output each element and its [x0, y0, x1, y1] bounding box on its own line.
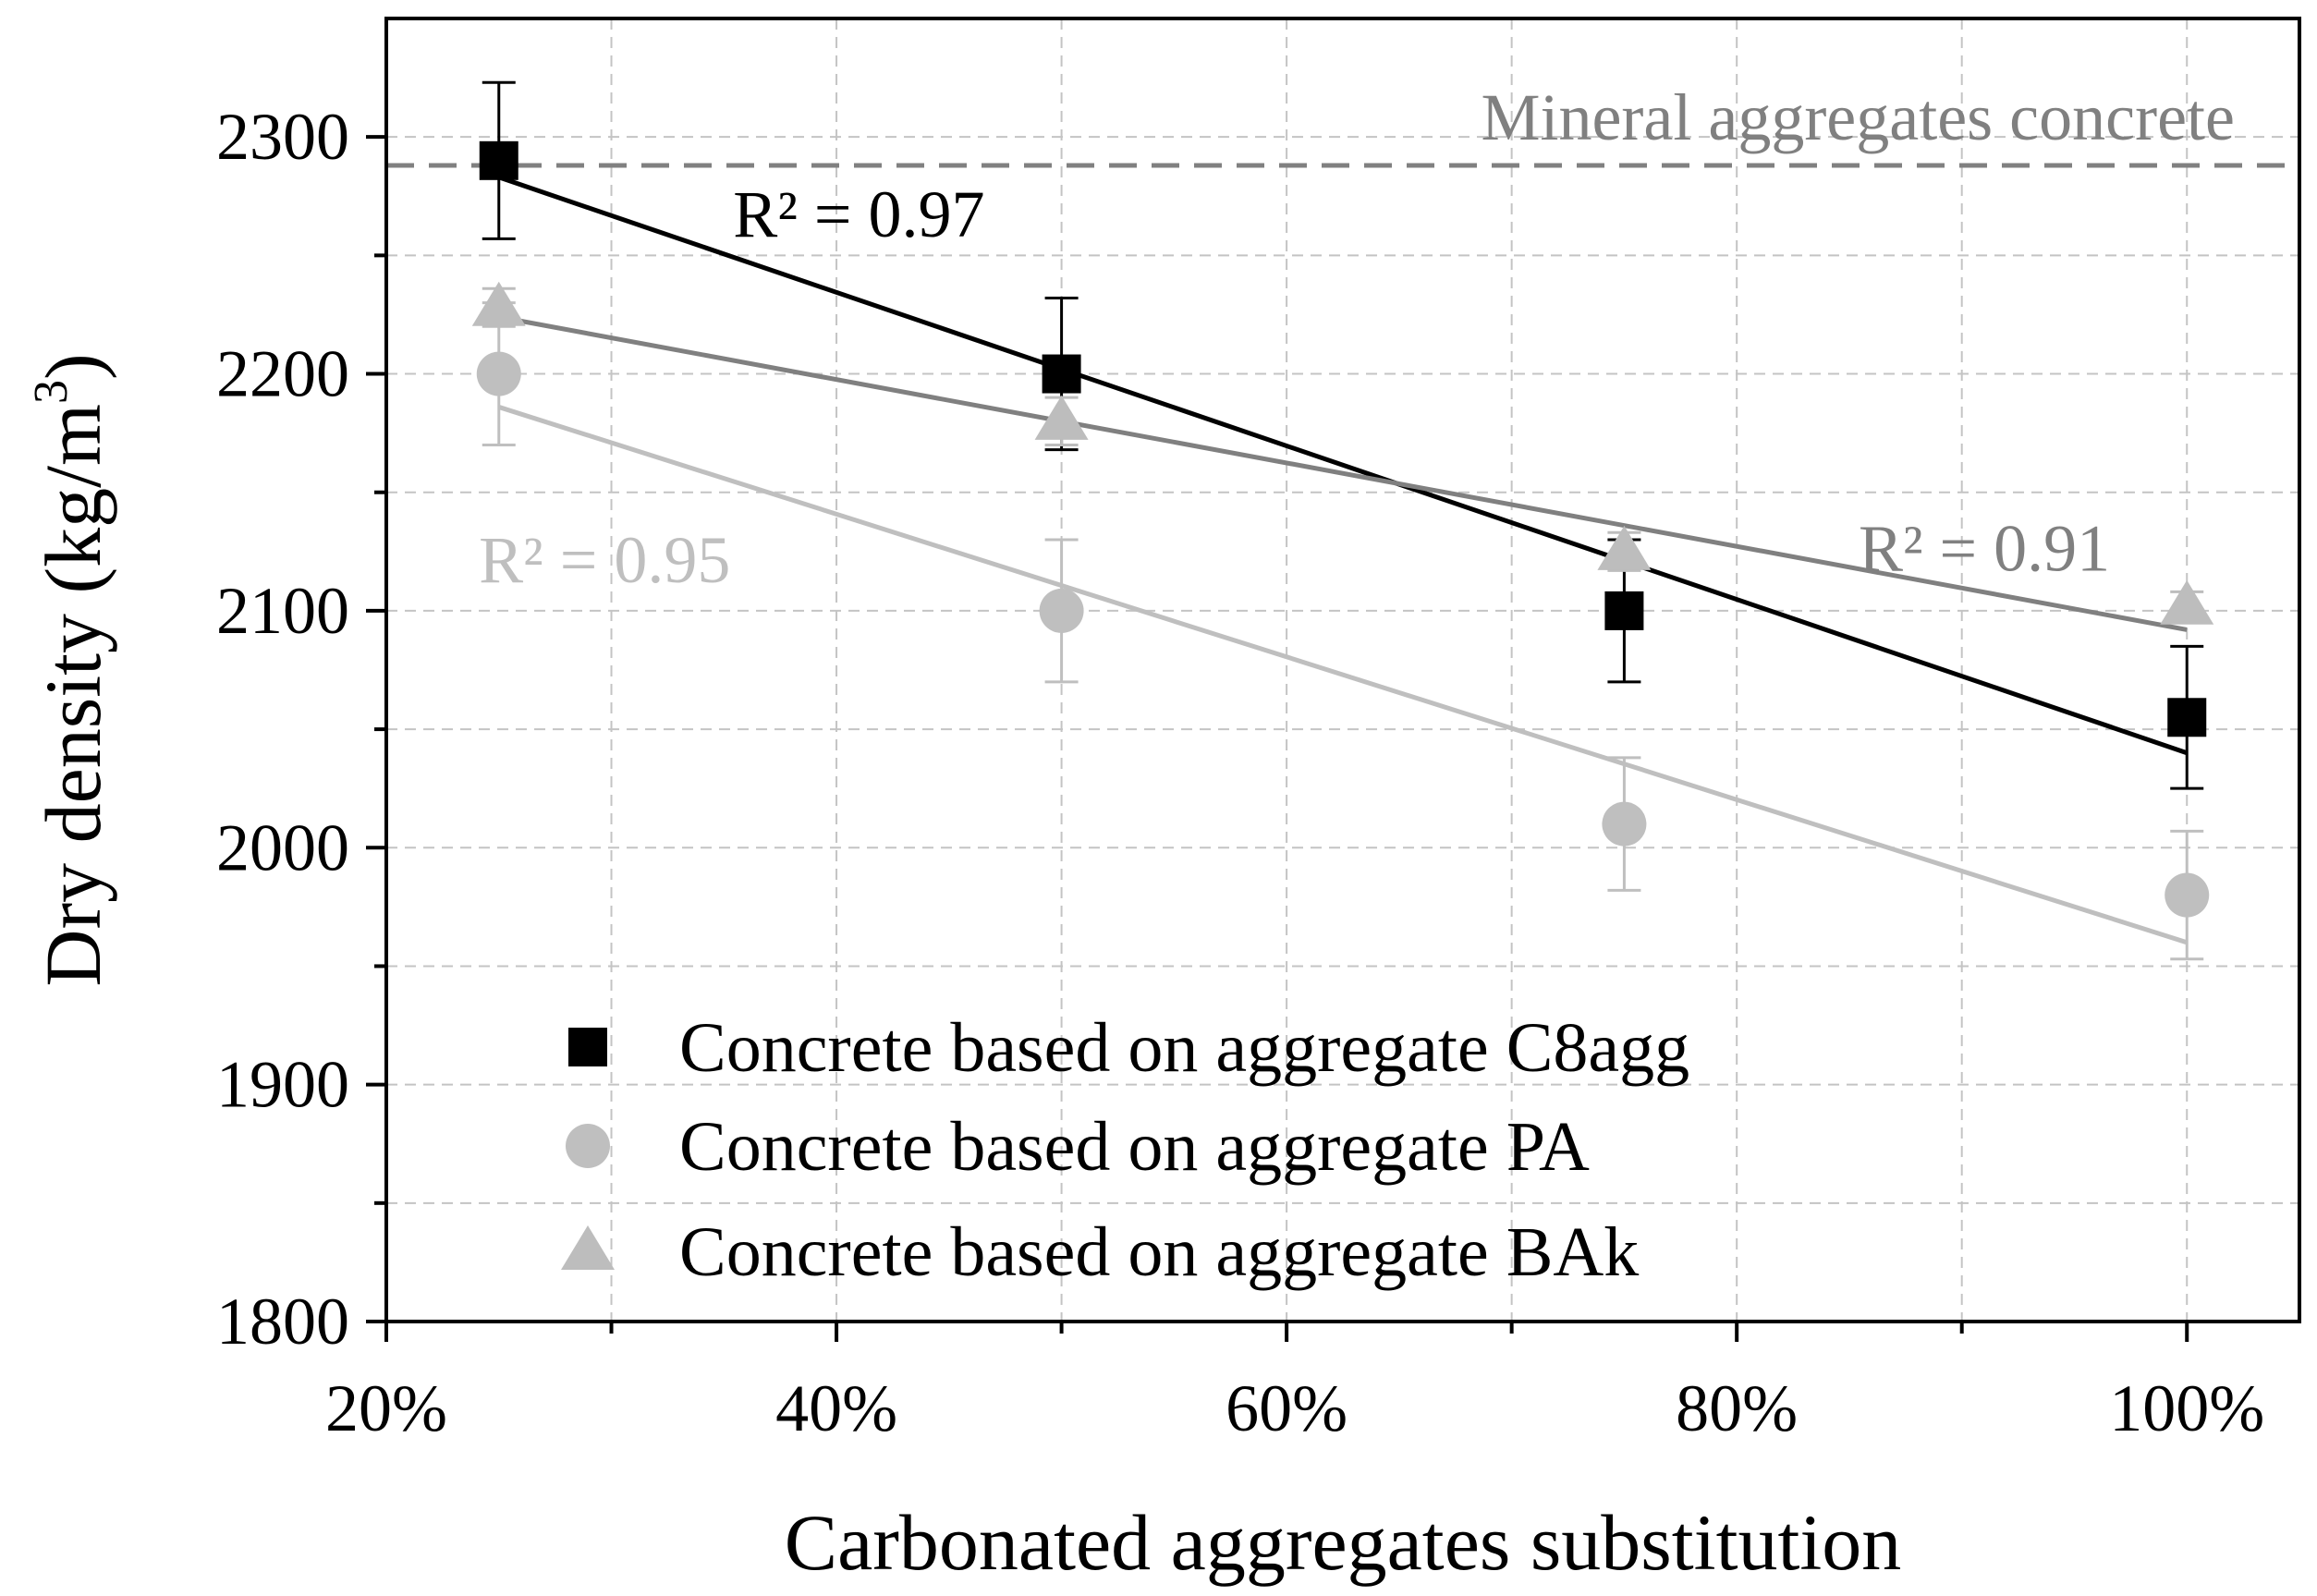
data-point-series-3 — [1034, 395, 1089, 440]
legend-marker-series-1 — [568, 1028, 607, 1066]
data-point-series-1 — [479, 140, 518, 180]
r2-label-series-2: R² = 0.95 — [479, 523, 730, 597]
x-tick-label: 100% — [2109, 1371, 2264, 1445]
data-point-series-2 — [1602, 801, 1647, 847]
x-tick-label: 40% — [775, 1371, 897, 1445]
trend-lines — [497, 175, 2189, 945]
x-tick-label: 80% — [1676, 1371, 1798, 1445]
y-tick-label: 1800 — [216, 1285, 349, 1358]
r2-labels: R² = 0.97 R² = 0.95 R² = 0.91 — [479, 177, 2110, 597]
legend-label-series-1: Concrete based on aggregate C8agg — [679, 1009, 1689, 1087]
y-tick-label: 2300 — [216, 100, 349, 174]
trend-line-series-1 — [497, 175, 2189, 756]
y-axis-title: Dry density (kg/m3) — [25, 353, 117, 986]
legend: Concrete based on aggregate C8agg Concret… — [561, 1009, 1689, 1291]
x-tick-label: 20% — [325, 1371, 447, 1445]
plot-frame — [384, 17, 2301, 1323]
x-tick-label: 60% — [1226, 1371, 1348, 1445]
data-points — [471, 140, 2214, 918]
data-point-series-1 — [1042, 354, 1081, 394]
legend-label-series-2: Concrete based on aggregate PA — [679, 1108, 1590, 1186]
y-axis-title-superscript: 3 — [25, 380, 78, 404]
data-point-series-1 — [2167, 698, 2207, 737]
trend-line-series-2 — [498, 405, 2188, 945]
y-tick-label: 1900 — [216, 1048, 349, 1122]
y-tick-label: 2000 — [216, 810, 349, 884]
data-point-series-2 — [1039, 588, 1084, 633]
x-axis-title: Carbonated aggregates substitution — [785, 1498, 1902, 1587]
plot-border — [384, 17, 2301, 1323]
data-point-series-3 — [2160, 579, 2214, 625]
axis-ticks: 20% 40% 60% 80% 100% 1800 1900 2000 2100 2200 2300 — [216, 100, 2264, 1445]
data-point-series-3 — [471, 281, 526, 326]
mineral-aggregates-label: Mineral aggregates concrete — [1481, 80, 2235, 154]
y-axis-title-close: ) — [29, 353, 117, 380]
data-point-series-3 — [1597, 525, 1652, 570]
r2-label-series-3: R² = 0.91 — [1859, 511, 2110, 585]
legend-label-series-3: Concrete based on aggregate BAk — [679, 1213, 1639, 1291]
r2-label-series-1: R² = 0.97 — [733, 177, 984, 251]
data-point-series-2 — [476, 351, 521, 396]
legend-marker-series-3 — [561, 1225, 615, 1270]
data-point-series-1 — [1604, 591, 1644, 630]
reference-line-group: Mineral aggregates concrete — [386, 80, 2299, 168]
trend-line-series-3 — [498, 314, 2188, 632]
data-point-series-2 — [2165, 872, 2210, 918]
y-axis-title-main: Dry density (kg/m — [29, 404, 117, 987]
y-tick-label: 2100 — [216, 574, 349, 648]
legend-marker-series-2 — [566, 1124, 610, 1168]
y-tick-label: 2200 — [216, 337, 349, 411]
